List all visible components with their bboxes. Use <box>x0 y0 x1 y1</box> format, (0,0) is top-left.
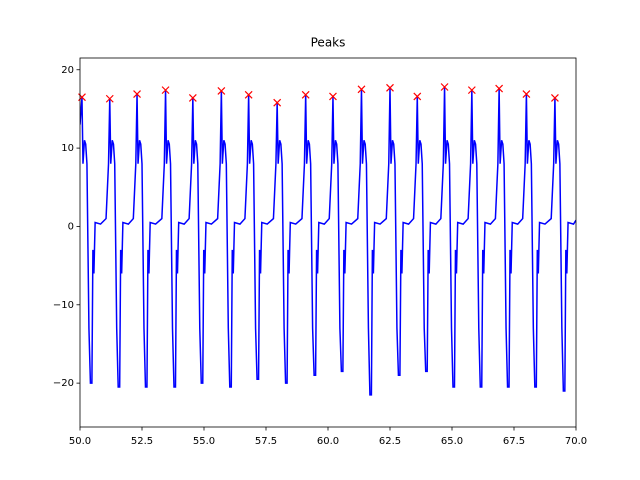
chart-title: Peaks <box>311 36 346 50</box>
peak-marker <box>133 90 141 98</box>
y-tick-label: 10 <box>61 143 74 154</box>
x-tick-label: 70.0 <box>565 436 587 447</box>
marker-stroke <box>522 90 531 98</box>
y-tick-label: −20 <box>53 378 74 389</box>
marker-stroke <box>244 90 253 99</box>
signal-line <box>80 86 576 396</box>
x-tick-label: 50.0 <box>69 436 91 447</box>
peak-marker <box>329 92 337 101</box>
peak-marker <box>273 98 282 107</box>
peak-marker <box>161 86 170 95</box>
peak-marker <box>495 84 504 93</box>
axes-frame <box>79 57 577 428</box>
marker-stroke <box>386 83 394 92</box>
marker-stroke <box>105 94 114 103</box>
peak-marker <box>467 86 476 95</box>
peak-marker <box>301 90 310 99</box>
marker-stroke <box>440 83 449 91</box>
peak-marker <box>440 83 449 91</box>
x-tick-label: 65.0 <box>441 436 463 447</box>
x-tick-label: 60.0 <box>317 436 339 447</box>
marker-stroke <box>188 94 197 102</box>
peak-marker <box>105 94 114 103</box>
peak-marker <box>188 94 197 102</box>
marker-stroke <box>357 85 366 94</box>
marker-stroke <box>550 94 559 102</box>
marker-stroke <box>161 86 170 95</box>
x-tick-label: 67.5 <box>503 436 525 447</box>
x-tick-label: 52.5 <box>131 436 153 447</box>
peak-marker <box>386 83 394 92</box>
peak-marker <box>217 86 226 95</box>
peak-marker <box>413 92 422 101</box>
peak-marker <box>522 90 531 98</box>
marker-stroke <box>133 90 141 98</box>
marker-stroke <box>495 84 504 93</box>
marker-stroke <box>467 86 476 95</box>
marker-stroke <box>217 86 226 95</box>
peak-marker <box>550 94 559 102</box>
y-tick-label: 20 <box>61 65 74 76</box>
y-tick-label: −10 <box>53 300 74 311</box>
marker-stroke <box>301 90 310 99</box>
x-tick-label: 55.0 <box>193 436 215 447</box>
marker-stroke <box>273 98 282 107</box>
peak-marker <box>357 85 366 94</box>
y-tick-label: 0 <box>68 221 74 232</box>
marker-stroke <box>329 92 337 101</box>
x-tick-label: 62.5 <box>379 436 401 447</box>
peak-marker <box>244 90 253 99</box>
marker-stroke <box>413 92 422 101</box>
x-tick-label: 57.5 <box>255 436 277 447</box>
